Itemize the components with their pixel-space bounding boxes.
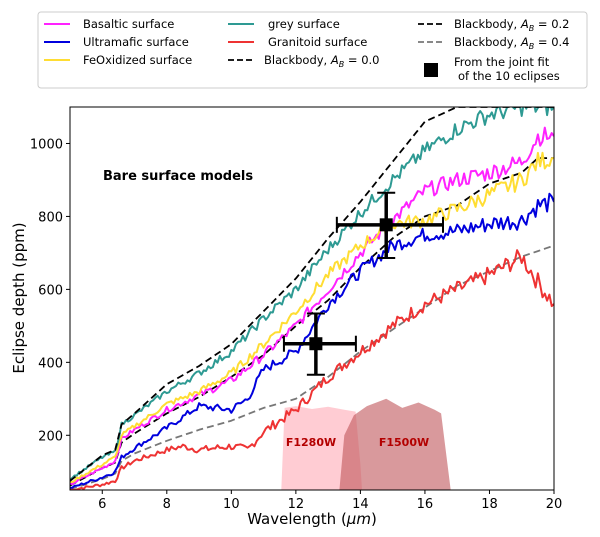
legend-bb04-val: = 0.4 — [534, 35, 569, 49]
legend: Basaltic surface Ultramafic surface FeOx… — [37, 11, 588, 89]
legend-label-bb00: Blackbody, AB = 0.0 — [264, 53, 380, 69]
band-label-f1500w: F1500W — [379, 436, 429, 449]
x-tick-label: 20 — [546, 497, 563, 512]
series-line-bb04 — [70, 244, 554, 490]
filter-bands — [281, 398, 451, 490]
x-tick-label: 16 — [417, 497, 434, 512]
legend-bb02-sub: B — [529, 24, 535, 33]
series-line-ultramafic — [70, 192, 554, 489]
x-axis-label: Wavelength (μm) — [247, 510, 377, 528]
legend-label-granitoid: Granitoid surface — [268, 35, 367, 49]
point-marker — [309, 337, 323, 351]
legend-label-bb02: Blackbody, AB = 0.2 — [454, 17, 570, 33]
data-points — [282, 191, 445, 376]
legend-swatch-points — [424, 63, 438, 77]
legend-label-points-1: From the joint fit — [454, 55, 550, 69]
x-axis-label-suffix: ) — [371, 510, 377, 528]
band-label-f1280w: F1280W — [286, 436, 336, 449]
data-point-1 — [335, 191, 445, 260]
legend-bb00-sym: A — [330, 53, 339, 67]
x-tick-label: 18 — [481, 497, 498, 512]
legend-label-grey: grey surface — [268, 17, 340, 31]
legend-bb02-sym: A — [520, 17, 529, 31]
y-tick-label: 800 — [38, 210, 63, 225]
plot-frame — [69, 106, 555, 491]
series-line-bb00 — [70, 107, 554, 482]
legend-label-basaltic: Basaltic surface — [83, 17, 174, 31]
legend-label-ultramafic: Ultramafic surface — [83, 35, 189, 49]
legend-bb00-val: = 0.0 — [344, 53, 379, 67]
legend-bb00-prefix: Blackbody, — [264, 53, 331, 67]
x-tick-label: 12 — [288, 497, 305, 512]
legend-box — [37, 11, 588, 89]
series-lines — [70, 107, 554, 490]
legend-label-bb04: Blackbody, AB = 0.4 — [454, 35, 570, 51]
x-axis-label-prefix: Wavelength ( — [247, 510, 347, 528]
filter-band-f1500w — [339, 398, 451, 490]
y-tick-label: 200 — [38, 429, 63, 444]
series-line-feoxidized — [70, 151, 554, 483]
x-tick-label: 14 — [352, 497, 369, 512]
y-tick-label: 600 — [38, 283, 63, 298]
legend-label-points-2: of the 10 eclipses — [458, 69, 560, 83]
x-tick-label: 8 — [163, 497, 171, 512]
legend-label-feoxidized: FeOxidized surface — [83, 53, 192, 67]
y-tick-label: 400 — [38, 356, 63, 371]
y-tick-label: 1000 — [30, 137, 63, 152]
series-line-granitoid — [70, 249, 554, 490]
series-line-basaltic — [70, 126, 554, 485]
data-point-0 — [282, 312, 357, 376]
legend-bb02-val: = 0.2 — [534, 17, 569, 31]
legend-bb02-prefix: Blackbody, — [454, 17, 521, 31]
legend-bb04-prefix: Blackbody, — [454, 35, 521, 49]
legend-bb04-sub: B — [529, 42, 535, 51]
legend-bb04-sym: A — [520, 35, 529, 49]
annotation-bare-surface: Bare surface models — [103, 169, 253, 184]
x-tick-label: 6 — [98, 497, 106, 512]
point-marker — [379, 218, 393, 232]
x-axis: 6 8 10 12 14 16 18 20 — [98, 490, 562, 512]
legend-bb00-sub: B — [339, 60, 345, 69]
x-tick-label: 10 — [223, 497, 240, 512]
x-axis-label-unit: μm — [346, 510, 371, 528]
y-axis-label: Eclipse depth (ppm) — [10, 222, 28, 373]
series-line-grey — [70, 107, 554, 481]
y-axis: 200 400 600 800 1000 — [30, 137, 70, 444]
